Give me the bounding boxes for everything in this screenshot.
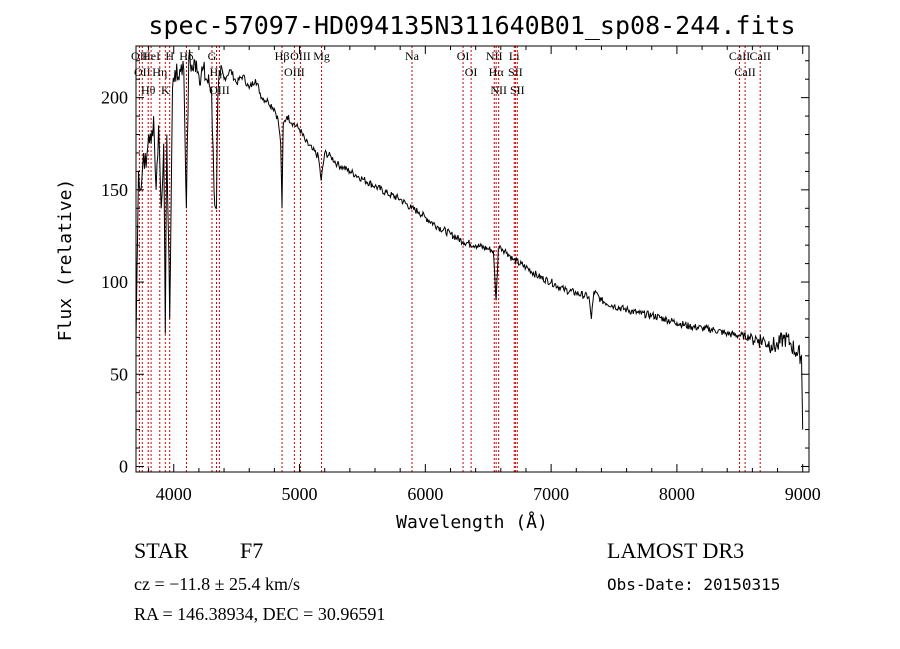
line-marker-label: OIII	[209, 83, 230, 97]
line-marker-label: Hθ	[141, 83, 156, 97]
object-class: STAR	[134, 538, 189, 563]
line-marker-label: G	[208, 49, 217, 63]
plot-frame	[135, 45, 810, 473]
y-tick-label: 100	[101, 272, 128, 292]
line-marker-label: K	[161, 83, 170, 97]
survey-name: LAMOST DR3	[607, 538, 744, 563]
line-marker-label: SII	[508, 65, 523, 79]
line-marker-label: HeI	[142, 49, 160, 63]
x-tick-label: 5000	[282, 484, 318, 504]
chart-title: spec-57097-HD094135N311640B01_sp08-244.f…	[148, 11, 795, 40]
y-tick-label: 200	[101, 88, 128, 108]
line-marker-label: H	[165, 49, 174, 63]
x-axis-label: Wavelength (Å)	[396, 511, 548, 533]
object-subclass: F7	[240, 538, 263, 563]
line-marker-label: Hα	[489, 65, 505, 79]
spectrum-series	[135, 49, 804, 430]
observation-date: Obs-Date: 20150315	[607, 575, 780, 594]
line-marker-label: SII	[510, 83, 525, 97]
y-tick-label: 150	[101, 180, 128, 200]
line-marker-label: OIII	[290, 49, 311, 63]
line-marker-label: Hδ	[179, 49, 194, 63]
line-marker-label: OI	[457, 49, 470, 63]
line-marker-label: OI	[465, 65, 478, 79]
y-axis-label: Flux (relative)	[55, 179, 76, 342]
line-marker-label: Na	[405, 49, 420, 63]
x-tick-label: 7000	[533, 484, 569, 504]
line-marker-label: NII	[486, 49, 503, 63]
x-tick-label: 6000	[407, 484, 443, 504]
ra-dec: RA = 146.38934, DEC = 30.96591	[134, 604, 385, 624]
line-marker-label: CaII	[729, 49, 750, 63]
redshift-cz: cz = −11.8 ± 25.4 km/s	[134, 574, 300, 594]
line-marker-label: Li	[509, 49, 520, 63]
y-tick-label: 50	[110, 364, 128, 384]
line-marker-label: CaII	[750, 49, 771, 63]
x-tick-label: 8000	[659, 484, 695, 504]
line-marker-label: Hβ	[275, 49, 290, 63]
line-marker-label: NII	[490, 83, 507, 97]
axis-ticks: 4000 5000 6000 7000 8000 9000 0 50 100 150 200	[101, 46, 821, 504]
spectrum-line	[135, 49, 804, 430]
line-marker-label: OII	[131, 49, 148, 63]
x-tick-label: 9000	[785, 484, 821, 504]
x-tick-label: 4000	[156, 484, 192, 504]
y-tick-label: 0	[119, 456, 128, 476]
line-marker-label: OIII	[284, 65, 305, 79]
line-marker-label: Hη	[152, 65, 167, 79]
line-marker-label: CaII	[734, 65, 755, 79]
line-marker-label: Mg	[313, 49, 330, 63]
line-marker-label: OII	[134, 65, 151, 79]
